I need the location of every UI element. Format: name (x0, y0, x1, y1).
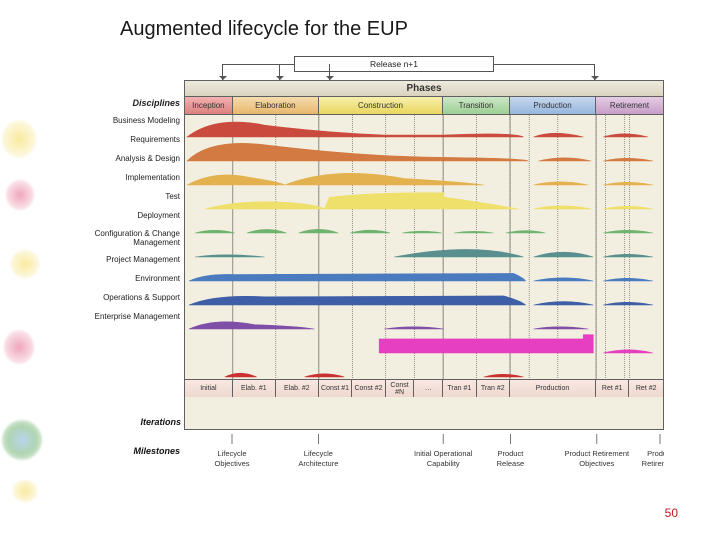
svg-text:Objectives: Objectives (214, 459, 249, 468)
iterations-row: InitialElab. #1Elab. #2Const #1Const #2C… (185, 379, 663, 397)
svg-text:Retirement: Retirement (642, 459, 664, 468)
diagram-area: Release n+1 Phases InceptionElaborationC… (184, 56, 664, 486)
release-connector (222, 64, 294, 65)
phase-cell: Production (510, 97, 596, 115)
iteration-cell: Production (510, 380, 596, 397)
svg-text:Product: Product (497, 449, 524, 458)
svg-text:Architecture: Architecture (298, 459, 338, 468)
iterations-header: Iterations (85, 417, 181, 427)
release-arrow (594, 64, 595, 80)
phase-cell: Construction (319, 97, 443, 115)
iteration-cell: Const #N (386, 380, 415, 397)
iteration-cell: Tran #2 (477, 380, 510, 397)
decorative-blob (4, 330, 34, 364)
svg-text:Objectives: Objectives (579, 459, 614, 468)
decorative-blob (2, 420, 42, 460)
milestones-header: Milestones (84, 446, 180, 456)
decorative-blob (12, 480, 38, 502)
svg-text:Initial Operational: Initial Operational (414, 449, 473, 458)
release-arrow (222, 64, 223, 80)
svg-text:Release: Release (497, 459, 525, 468)
decorative-blob (10, 250, 40, 278)
decorative-blob (2, 120, 36, 158)
discipline-label: Business Modeling (84, 112, 184, 131)
phase-cell: Transition (443, 97, 510, 115)
phase-cell: Retirement (596, 97, 663, 115)
iteration-cell: Const #2 (352, 380, 385, 397)
iteration-cell: Elab. #2 (276, 380, 319, 397)
disciplines-header: Disciplines (84, 98, 180, 108)
svg-text:Lifecycle: Lifecycle (217, 449, 246, 458)
phases-header-row: Phases (185, 81, 663, 97)
iteration-cell: Elab. #1 (233, 380, 276, 397)
effort-humps-area (185, 115, 663, 379)
iteration-cell: … (414, 380, 443, 397)
svg-text:Capability: Capability (427, 459, 460, 468)
svg-text:Product: Product (647, 449, 664, 458)
phase-cell: Inception (185, 97, 233, 115)
discipline-label: Configuration & Change Management (84, 226, 184, 251)
iteration-cell: Ret #2 (629, 380, 662, 397)
discipline-label: Test (84, 188, 184, 207)
discipline-label: Analysis & Design (84, 150, 184, 169)
discipline-label: Operations & Support (84, 289, 184, 308)
phases-title: Phases (185, 81, 663, 96)
discipline-label: Enterprise Management (84, 308, 184, 327)
svg-text:Product Retirement: Product Retirement (564, 449, 630, 458)
release-arrow (329, 64, 330, 80)
main-chart-box: Phases InceptionElaborationConstructionT… (184, 80, 664, 430)
page-title: Augmented lifecycle for the EUP (120, 18, 408, 41)
phase-cells: InceptionElaborationConstructionTransiti… (185, 97, 663, 115)
discipline-label: Implementation (84, 169, 184, 188)
release-arrow (279, 64, 280, 80)
discipline-label: Environment (84, 270, 184, 289)
page-number: 50 (665, 506, 678, 520)
iteration-cell: Const #1 (319, 380, 352, 397)
discipline-label: Deployment (84, 207, 184, 226)
release-connector (494, 64, 594, 65)
iteration-cell: Initial (185, 380, 233, 397)
discipline-label: Requirements (84, 131, 184, 150)
eup-lifecycle-diagram: Disciplines Business ModelingRequirement… (84, 56, 664, 486)
decorative-blob (6, 180, 34, 210)
milestones-area: LifecycleObjectivesLifecycleArchitecture… (184, 434, 664, 480)
iteration-cell: Tran #1 (443, 380, 476, 397)
phase-cell: Elaboration (233, 97, 319, 115)
iteration-cell: Ret #1 (596, 380, 629, 397)
discipline-label: Project Management (84, 251, 184, 270)
svg-text:Lifecycle: Lifecycle (304, 449, 333, 458)
release-label: Release n+1 (294, 56, 494, 72)
